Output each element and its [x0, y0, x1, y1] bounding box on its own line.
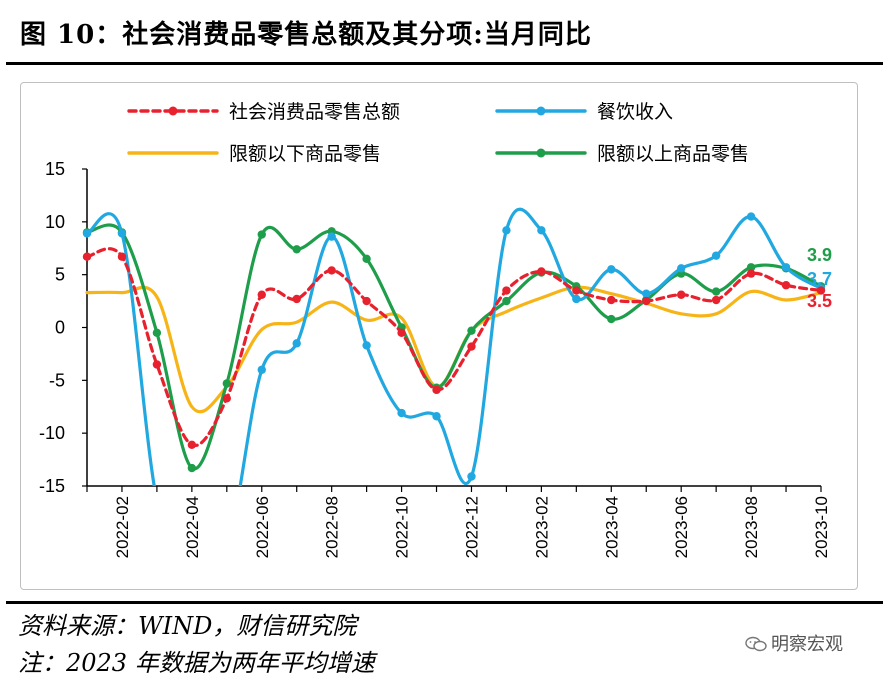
- x-tick-label: 2022-02: [113, 496, 132, 558]
- figure-title: 图 10：社会消费品零售总额及其分项:当月同比: [20, 20, 592, 50]
- series-point-0: [82, 252, 92, 261]
- series-point-3: [362, 254, 371, 264]
- series-point-0: [467, 342, 476, 351]
- series-point-1: [362, 341, 371, 350]
- series-point-0: [537, 267, 546, 276]
- legend-label: 餐饮收入: [597, 101, 673, 123]
- x-tick-label: 2023-06: [672, 496, 691, 558]
- y-tick-label: 15: [45, 159, 65, 179]
- series-point-3: [746, 263, 756, 272]
- series-point-0: [327, 266, 336, 275]
- series-point-0: [781, 281, 791, 290]
- series-point-0: [432, 385, 441, 395]
- series-point-1: [502, 226, 511, 235]
- series-point-1: [642, 289, 651, 298]
- series-point-1: [711, 251, 721, 260]
- y-tick-label: -5: [49, 370, 65, 390]
- y-tick-label: 10: [45, 212, 65, 232]
- series-point-3: [222, 379, 232, 388]
- footnote: 注：2023 年数据为两年平均增速: [18, 649, 375, 677]
- x-tick-label: 2022-06: [253, 496, 272, 558]
- y-tick-label: 0: [55, 318, 65, 338]
- y-tick-label: -10: [39, 423, 65, 443]
- watermark-text: 明察宏观: [771, 634, 843, 655]
- series-point-3: [187, 463, 197, 473]
- x-tick-label: 2022-12: [462, 496, 481, 558]
- source-note: 资料来源：WIND，财信研究院: [18, 612, 357, 640]
- end-value-label: 3.5: [807, 291, 832, 311]
- series-point-3: [711, 287, 721, 296]
- series-point-1: [257, 365, 266, 374]
- end-value-label: 3.7: [807, 269, 832, 289]
- series-point-0: [397, 328, 406, 337]
- x-tick-label: 2023-10: [812, 496, 831, 558]
- x-tick-label: 2022-08: [323, 496, 342, 558]
- series-point-0: [502, 286, 511, 295]
- x-tick-label: 2023-08: [742, 496, 761, 558]
- series-point-3: [292, 245, 301, 254]
- x-tick-label: 2023-02: [532, 496, 551, 558]
- x-tick-label: 2022-10: [393, 496, 412, 558]
- series-point-1: [188, 563, 196, 571]
- series-point-1: [432, 412, 441, 421]
- x-tick-label: 2023-04: [602, 496, 621, 558]
- legend-label: 限额以下商品零售: [229, 143, 381, 165]
- series-point-1: [676, 264, 686, 273]
- wechat-icon: [745, 636, 767, 652]
- legend-label: 社会消费品零售总额: [229, 101, 400, 123]
- series-point-1: [746, 212, 756, 221]
- series-point-0: [711, 295, 721, 305]
- series-point-3: [502, 296, 511, 306]
- series-point-1: [117, 229, 127, 238]
- series-point-1: [537, 226, 546, 235]
- series-group: [82, 207, 826, 571]
- series-point-0: [222, 394, 232, 403]
- series-point-0: [816, 286, 826, 295]
- watermark: 明察宏观: [745, 630, 843, 656]
- series-point-0: [572, 286, 581, 295]
- series-point-0: [642, 296, 651, 306]
- top-rule: [6, 62, 883, 65]
- legend-marker: [536, 148, 546, 158]
- x-tick-label: 2022-04: [183, 496, 202, 558]
- series-point-0: [187, 440, 197, 449]
- legend-marker: [168, 106, 178, 116]
- series-point-1: [327, 232, 336, 241]
- series-point-0: [362, 296, 371, 306]
- line-chart: 15 10 5 0 -5 -10 -15 2022-02 2022-04 2022-06 2022-…: [39, 101, 832, 571]
- y-tick-label: -15: [39, 476, 65, 496]
- series-point-0: [746, 269, 756, 278]
- series-point-1: [781, 263, 791, 272]
- legend-label: 限额以上商品零售: [597, 143, 749, 165]
- series-point-1: [82, 229, 92, 238]
- series-point-0: [152, 360, 162, 369]
- series-line-3: [85, 223, 823, 471]
- series-point-3: [607, 314, 616, 324]
- series-point-0: [257, 290, 266, 299]
- legend-marker: [536, 106, 546, 116]
- series-point-1: [572, 294, 581, 304]
- series-point-1: [292, 339, 301, 348]
- series-point-3: [467, 326, 476, 335]
- series-point-1: [467, 472, 476, 481]
- series-point-0: [292, 294, 301, 304]
- series-point-1: [607, 265, 616, 274]
- series-line-0: [85, 247, 823, 448]
- series-point-3: [257, 230, 266, 239]
- series-point-0: [117, 252, 127, 261]
- chart-frame: 15 10 5 0 -5 -10 -15 2022-02 2022-04 2022-06 2022-…: [20, 82, 858, 590]
- series-point-0: [676, 290, 686, 299]
- end-value-label: 3.9: [807, 245, 832, 265]
- y-tick-label: 5: [55, 265, 65, 285]
- series-point-3: [152, 328, 162, 337]
- series-point-1: [397, 408, 406, 418]
- series-point-0: [607, 295, 616, 305]
- bottom-rule: [6, 601, 883, 604]
- series-point-1: [153, 497, 161, 505]
- series-point-1: [223, 546, 231, 554]
- series-line-2: [85, 285, 823, 414]
